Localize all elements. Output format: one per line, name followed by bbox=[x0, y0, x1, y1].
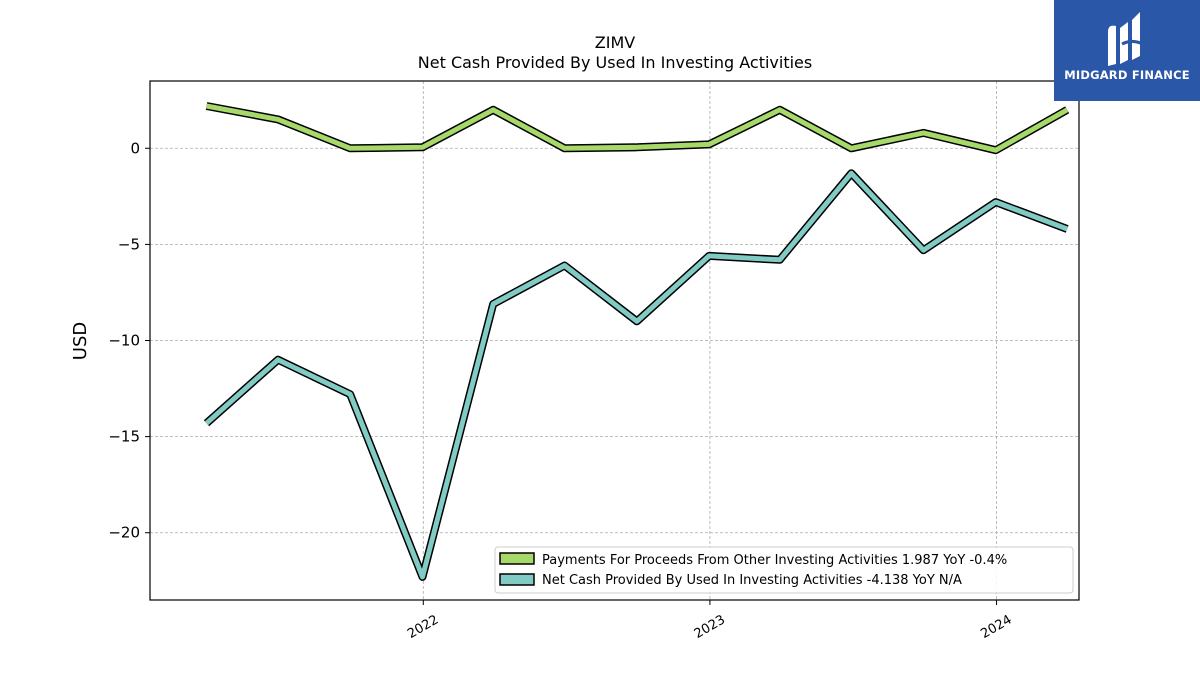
series-line-payments bbox=[206, 103, 1069, 153]
chart-title: ZIMV bbox=[595, 33, 635, 52]
y-tick-label: −15 bbox=[108, 428, 140, 446]
chart-subtitle: Net Cash Provided By Used In Investing A… bbox=[418, 53, 812, 72]
y-axis: 0 −5 −10 −15 −20 bbox=[108, 139, 150, 542]
plot-area-frame bbox=[149, 80, 1080, 601]
legend: Payments For Proceeds From Other Investi… bbox=[494, 546, 1074, 594]
y-axis-label: USD bbox=[70, 322, 91, 360]
series-line-net-cash bbox=[204, 170, 1069, 580]
grid bbox=[150, 81, 1079, 600]
y-tick-label: −20 bbox=[108, 524, 140, 542]
y-tick-label: 0 bbox=[130, 139, 140, 157]
x-tick-label: 2024 bbox=[978, 612, 1014, 642]
y-tick-label: −10 bbox=[108, 332, 140, 350]
series-layer bbox=[203, 102, 1070, 581]
logo-mark-icon bbox=[1108, 12, 1147, 67]
legend-swatch-payments bbox=[499, 552, 535, 565]
y-tick-label: −5 bbox=[118, 235, 140, 253]
legend-box bbox=[494, 546, 1074, 594]
x-axis: 2022 2023 2024 bbox=[405, 600, 1015, 642]
x-tick-label: 2022 bbox=[405, 612, 441, 642]
legend-label-net-cash: Net Cash Provided By Used In Investing A… bbox=[542, 573, 962, 588]
legend-swatch-net-cash bbox=[499, 573, 535, 586]
x-tick-label: 2023 bbox=[692, 612, 728, 642]
legend-label-payments: Payments For Proceeds From Other Investi… bbox=[542, 553, 1007, 568]
series-line-net-cash-outline bbox=[203, 169, 1069, 581]
brand-name: MIDGARD FINANCE bbox=[1064, 68, 1190, 82]
brand-logo: MIDGARD FINANCE bbox=[1054, 0, 1200, 101]
